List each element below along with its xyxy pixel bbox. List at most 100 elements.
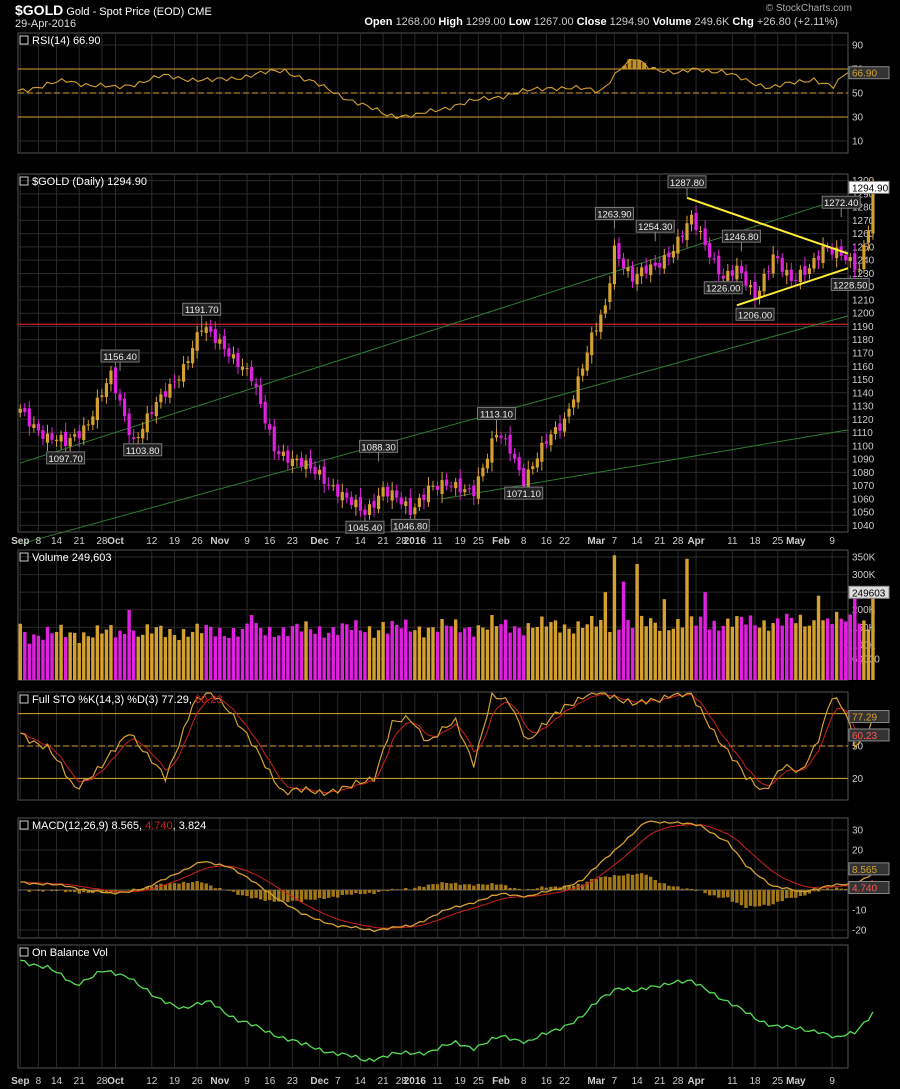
candle-body: [286, 450, 290, 463]
volume-bar: [322, 637, 326, 680]
x-axis-label: Dec: [310, 1076, 329, 1087]
candle-body: [472, 485, 476, 497]
macd-histogram-bar: [286, 890, 290, 903]
x-axis-label: 18: [749, 536, 761, 547]
macd-histogram-bar: [41, 890, 45, 892]
x-axis-label: 7: [335, 536, 341, 547]
price-annotation: 1156.40: [103, 352, 137, 363]
x-axis-label: 16: [541, 536, 553, 547]
x-axis-label: 2016: [404, 536, 427, 547]
candle-body: [413, 507, 417, 515]
candle-body: [830, 247, 834, 255]
macd-histogram-bar: [812, 890, 816, 892]
volume-bar: [540, 616, 544, 680]
macd-histogram-bar: [181, 881, 186, 890]
macd-histogram-bar: [649, 876, 653, 890]
volume-bar: [553, 620, 558, 680]
candle-body: [572, 399, 576, 408]
candle-body: [708, 242, 712, 258]
candle-body: [145, 413, 149, 433]
candle-body: [354, 499, 358, 508]
macd-histogram-bar: [390, 888, 394, 890]
candle-body: [23, 407, 27, 412]
volume-bar: [150, 633, 154, 680]
volume-bar: [744, 624, 748, 680]
macd-histogram-bar: [844, 888, 848, 890]
obv-panel-label-marker: [19, 947, 29, 957]
macd-histogram-bar: [249, 890, 254, 899]
macd-histogram-bar: [422, 886, 426, 890]
volume-bar: [603, 592, 608, 680]
macd-histogram-bar: [580, 884, 585, 890]
candle-body: [862, 244, 866, 269]
candle-body: [408, 497, 412, 515]
macd-histogram-bar: [417, 886, 422, 890]
macd-value-tag: 8.565: [852, 865, 877, 876]
macd-histogram-bar: [32, 890, 36, 891]
volume-bar: [258, 627, 263, 680]
macd-histogram-bar: [172, 883, 177, 890]
x-axis-label: May: [786, 536, 806, 547]
x-axis-label: 21: [74, 536, 86, 547]
candle-body: [50, 433, 54, 440]
chart-date: 29-Apr-2016: [15, 18, 77, 30]
volume-bar: [254, 622, 258, 680]
macd-histogram-bar: [503, 885, 508, 890]
volume-bar: [27, 643, 32, 680]
macd-histogram-bar: [544, 887, 549, 890]
annotation-box: [703, 281, 743, 295]
macd-histogram-bar: [558, 887, 562, 890]
volume-bar: [159, 625, 163, 680]
y-tick-label: 350K: [852, 553, 876, 564]
candle-body: [748, 285, 753, 288]
instrument-name: Gold - Spot Price (EOD): [66, 6, 185, 18]
candle-body: [730, 270, 734, 276]
candle-body: [599, 314, 603, 332]
volume-bar: [281, 627, 286, 680]
volume-bar: [735, 616, 739, 680]
macd-histogram-bar: [186, 882, 190, 890]
candle-body: [272, 426, 276, 452]
x-axis-label: Apr: [687, 1076, 704, 1087]
annotation-box: [635, 219, 675, 233]
candle-body: [82, 425, 86, 441]
y-tick-label: 300K: [852, 570, 876, 581]
macd-histogram-bar: [517, 888, 521, 890]
candle-body: [581, 368, 585, 376]
candle-body: [404, 501, 408, 507]
candle-body: [662, 255, 666, 269]
volume-bar: [131, 630, 136, 680]
volume-bar: [585, 624, 589, 680]
candle-body: [440, 480, 444, 494]
volume-bar: [136, 636, 140, 680]
candle-body: [481, 467, 485, 477]
annotation-box: [735, 307, 775, 321]
volume-bar: [295, 623, 299, 680]
candle-body: [32, 424, 36, 428]
candle-body: [826, 247, 830, 249]
x-axis-label: 7: [612, 1076, 618, 1087]
volume-bar: [236, 636, 240, 680]
x-axis-label: Apr: [687, 536, 704, 547]
candle-body: [853, 253, 857, 270]
macd-histogram-bar: [431, 884, 435, 890]
candle-body: [132, 437, 136, 439]
macd-histogram-bar: [717, 890, 721, 898]
volume-bar: [186, 636, 190, 680]
macd-histogram-bar: [349, 890, 354, 895]
macd-histogram-bar: [68, 890, 72, 892]
candle-body: [649, 264, 653, 276]
macd-histogram-bar: [72, 890, 77, 893]
volume-bar: [286, 636, 290, 680]
macd-histogram-bar: [159, 883, 163, 890]
y-tick-label: 1130: [852, 402, 874, 413]
volume-bar: [667, 630, 671, 680]
macd-signal-tag-tag: [848, 881, 890, 895]
y-tick-label: 1190: [852, 322, 874, 333]
macd-histogram-bar: [807, 890, 812, 894]
macd-histogram-bar: [712, 890, 716, 896]
candle-body: [671, 251, 675, 258]
macd-histogram-bar: [299, 890, 304, 902]
x-axis-label: 19: [169, 536, 181, 547]
macd-histogram-bar: [766, 890, 771, 906]
